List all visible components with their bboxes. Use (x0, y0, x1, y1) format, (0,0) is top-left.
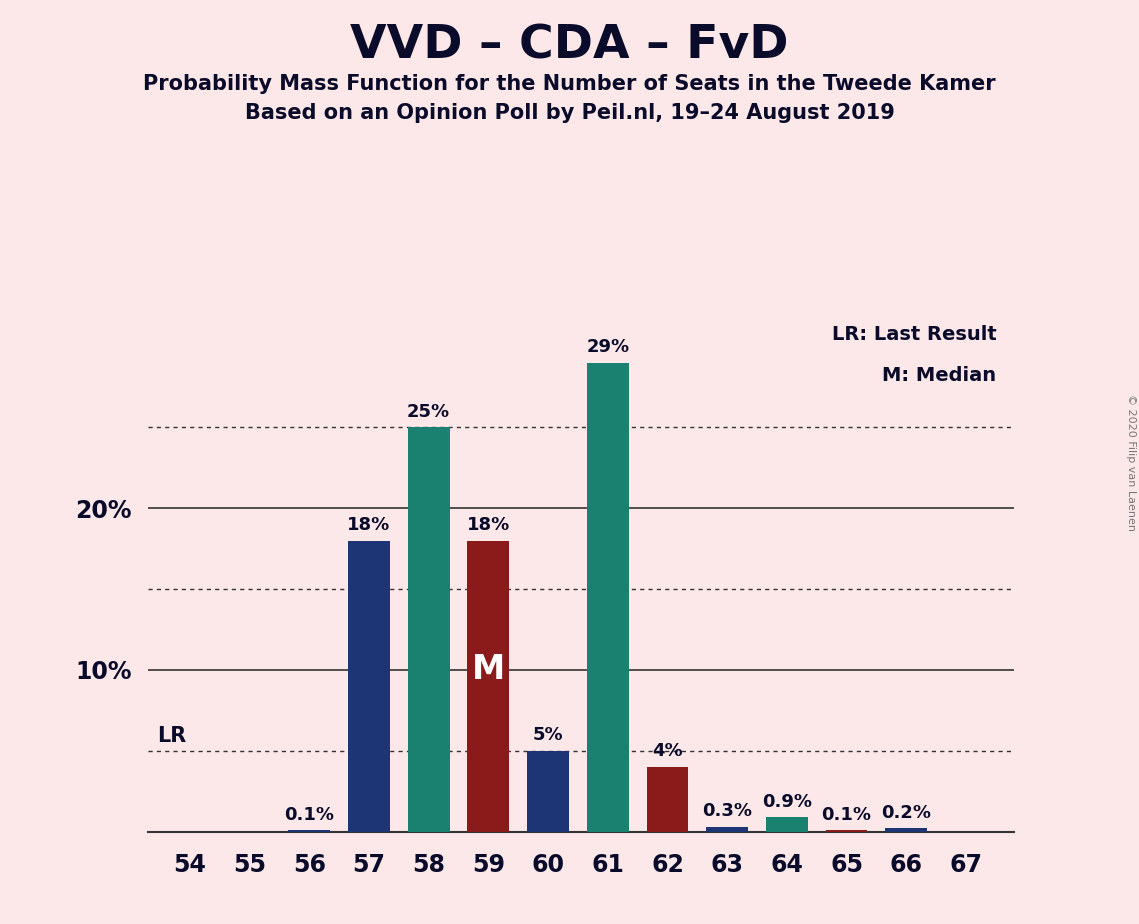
Bar (587, 362, 629, 832)
Text: Based on an Opinion Poll by Peil.nl, 19–24 August 2019: Based on an Opinion Poll by Peil.nl, 19–… (245, 103, 894, 124)
Text: M: M (472, 653, 505, 687)
Bar (885, 828, 927, 832)
Text: 4%: 4% (653, 743, 682, 760)
Bar (467, 541, 509, 832)
Text: 0.1%: 0.1% (285, 806, 334, 823)
Bar (288, 830, 330, 832)
Bar (826, 830, 868, 832)
Text: VVD – CDA – FvD: VVD – CDA – FvD (351, 23, 788, 68)
Text: M: Median: M: Median (883, 366, 997, 385)
Text: Probability Mass Function for the Number of Seats in the Tweede Kamer: Probability Mass Function for the Number… (144, 74, 995, 94)
Text: 0.9%: 0.9% (762, 793, 812, 810)
Bar (706, 827, 748, 832)
Text: 0.1%: 0.1% (821, 806, 871, 823)
Text: LR: LR (157, 726, 187, 746)
Bar (527, 750, 570, 832)
Text: 18%: 18% (347, 517, 391, 534)
Text: © 2020 Filip van Laenen: © 2020 Filip van Laenen (1126, 394, 1136, 530)
Text: 5%: 5% (533, 726, 564, 745)
Text: 0.2%: 0.2% (882, 804, 932, 822)
Text: 29%: 29% (587, 338, 630, 356)
Text: 25%: 25% (407, 403, 450, 420)
Text: 0.3%: 0.3% (702, 802, 752, 821)
Text: 18%: 18% (467, 517, 510, 534)
Bar (647, 767, 688, 832)
Bar (408, 427, 450, 832)
Text: LR: Last Result: LR: Last Result (831, 324, 997, 344)
Bar (349, 541, 390, 832)
Bar (765, 817, 808, 832)
